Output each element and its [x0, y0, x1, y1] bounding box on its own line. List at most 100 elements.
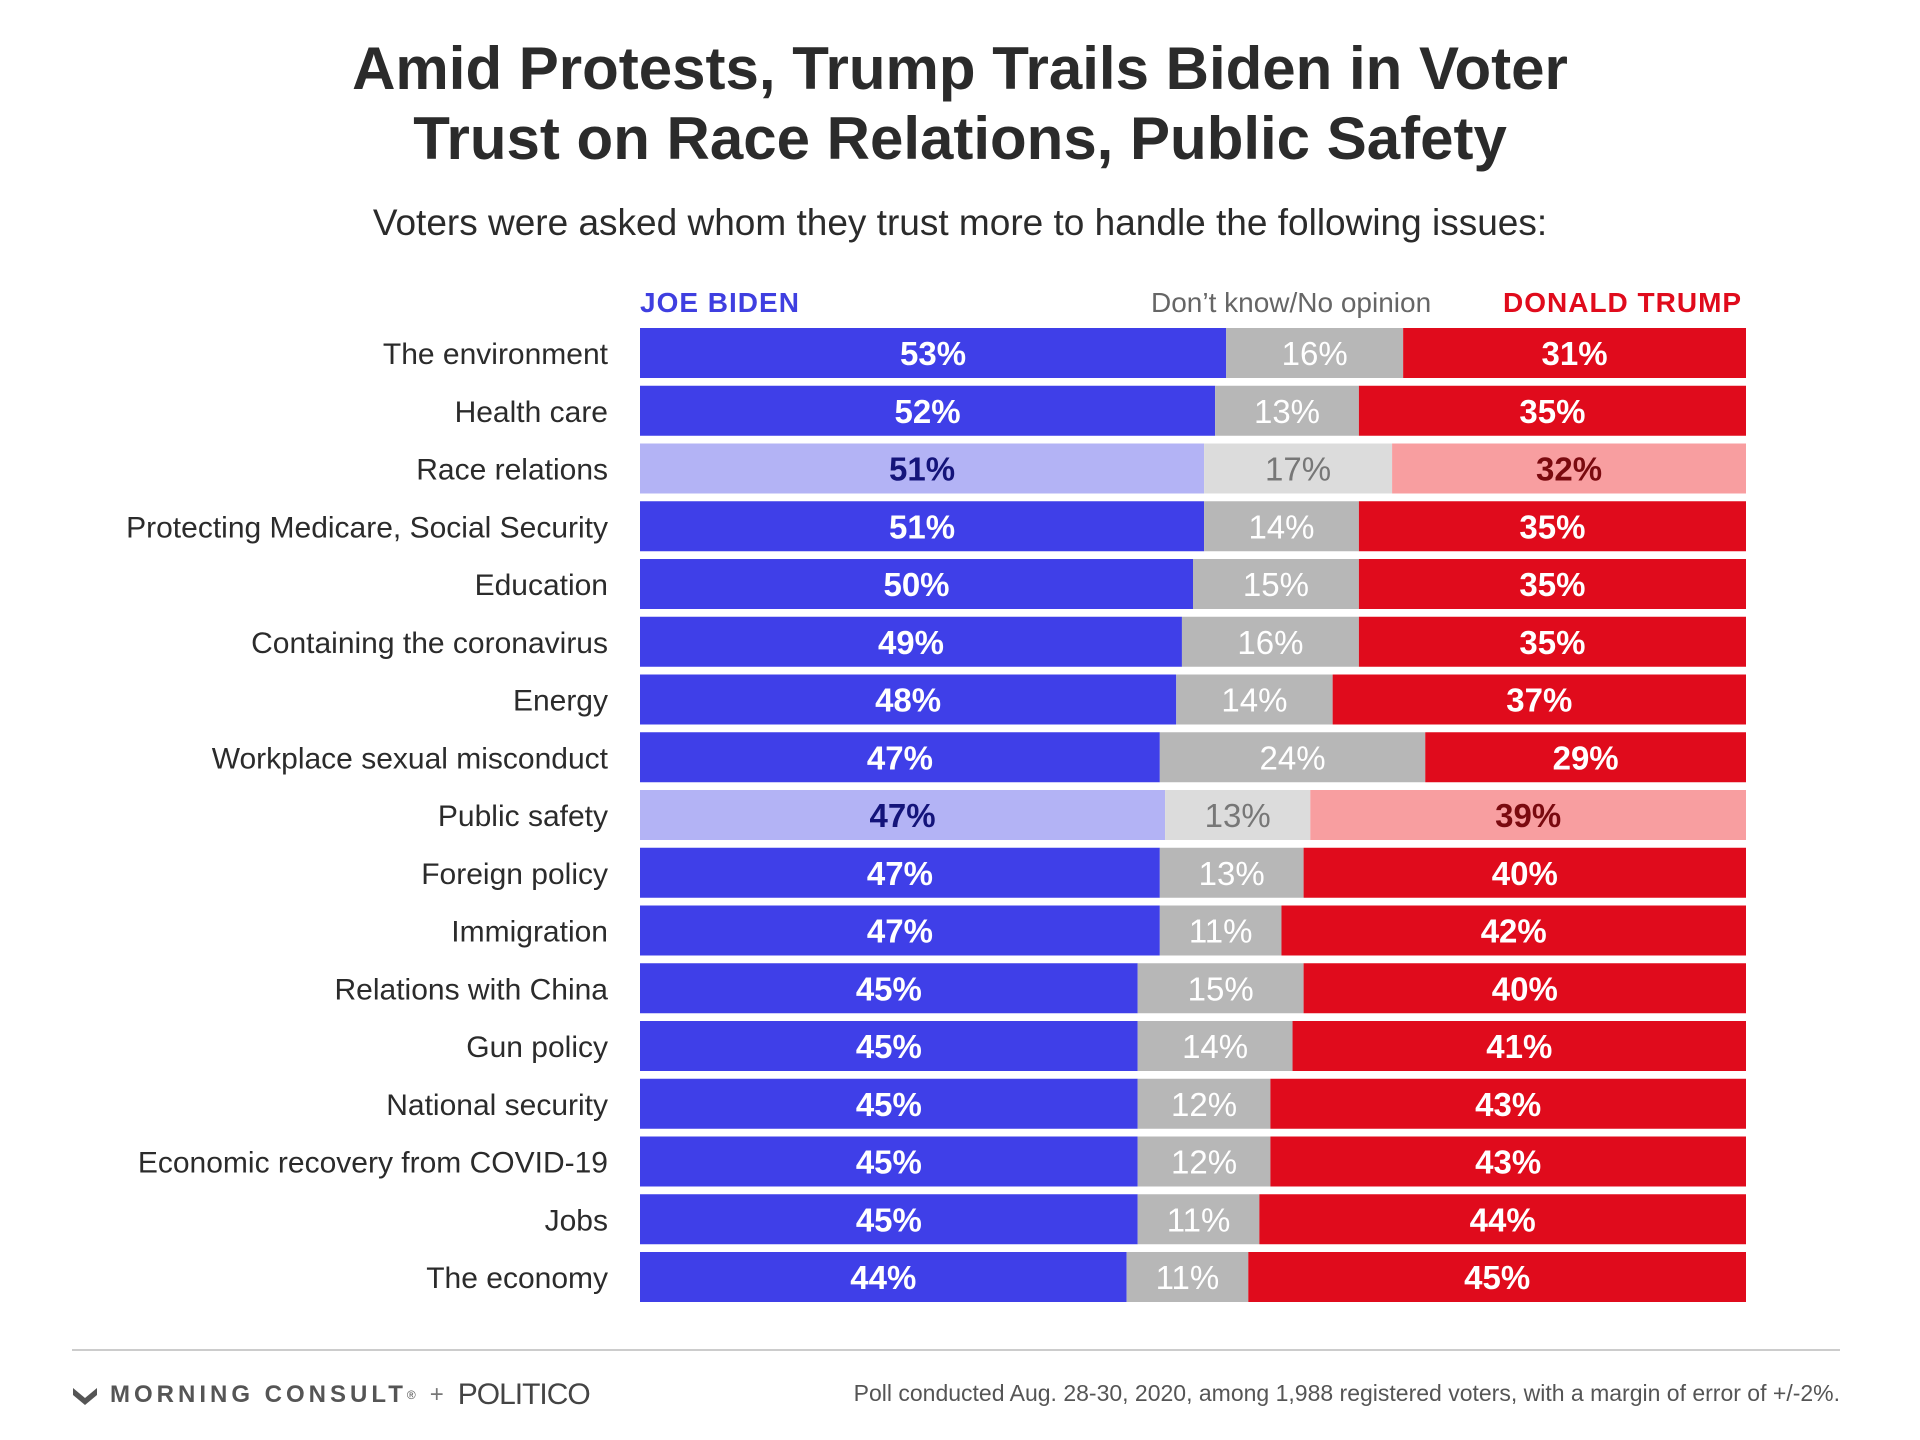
data-label-trump: 35%	[1519, 508, 1585, 545]
bar-segment-trump	[1392, 443, 1746, 494]
data-label-trump: 45%	[1464, 1259, 1530, 1296]
data-label-dont-know: 17%	[1265, 451, 1331, 488]
data-label-dont-know: 13%	[1254, 393, 1320, 430]
footer-brand: MORNING CONSULT ® + POLITICO	[72, 1378, 591, 1412]
data-label-trump: 42%	[1481, 913, 1547, 950]
chart-title-line-2: Trust on Race Relations, Public Safety	[413, 105, 1507, 172]
bar-segment-trump	[1358, 559, 1746, 609]
category-label: Protecting Medicare, Social Security	[126, 511, 608, 544]
bar-segment-biden	[640, 385, 1216, 436]
data-label-trump: 44%	[1470, 1201, 1536, 1238]
data-label-dont-know: 12%	[1171, 1144, 1237, 1181]
bar-row: Workplace sexual misconduct 47% 24% 29%	[212, 732, 1746, 783]
bar-segment-dont-know	[1181, 616, 1359, 667]
bar-segment-biden	[640, 732, 1160, 783]
chart-subtitle: Voters were asked whom they trust more t…	[372, 202, 1548, 243]
data-label-trump: 43%	[1475, 1144, 1541, 1181]
bar-row: Health care 52% 13% 35%	[455, 385, 1746, 436]
bar-segment-dont-know	[1204, 443, 1393, 494]
data-label-trump: 41%	[1486, 1028, 1552, 1065]
legend-biden: JOE BIDEN	[640, 287, 800, 318]
data-label-biden: 45%	[856, 1028, 922, 1065]
bar-segment-dont-know	[1193, 559, 1359, 609]
category-label: Health care	[455, 396, 608, 429]
data-label-trump: 35%	[1519, 393, 1585, 430]
data-label-trump: 40%	[1492, 970, 1558, 1007]
bar-row: The economy 44% 11% 45%	[426, 1252, 1746, 1302]
bar-segment-trump	[1259, 1194, 1746, 1245]
data-label-biden: 47%	[867, 913, 933, 950]
data-label-trump: 35%	[1519, 566, 1585, 603]
bar-segment-dont-know	[1137, 1021, 1293, 1071]
bar-row: Relations with China 45% 15% 40%	[335, 963, 1746, 1014]
bar-segment-dont-know	[1137, 963, 1304, 1014]
bar-segment-dont-know	[1137, 1136, 1271, 1187]
bar-row: Public safety 47% 13% 39%	[438, 790, 1746, 840]
bar-segment-trump	[1281, 905, 1746, 956]
data-label-biden: 51%	[889, 508, 955, 545]
data-label-trump: 43%	[1475, 1086, 1541, 1123]
data-label-biden: 47%	[870, 797, 936, 834]
chart-title: Amid Protests, Trump Trails Biden in Vot…	[0, 34, 1920, 174]
legend-trump: DONALD TRUMP	[1503, 287, 1743, 318]
bar-segment-biden	[640, 1021, 1138, 1071]
data-label-biden: 47%	[867, 855, 933, 892]
category-label: The environment	[383, 338, 609, 371]
category-label: Race relations	[416, 454, 608, 487]
bar-row: Protecting Medicare, Social Security 51% 1…	[126, 501, 1746, 552]
data-label-dont-know: 14%	[1221, 682, 1287, 719]
data-label-biden: 52%	[895, 393, 961, 430]
chart-title-line-1: Amid Protests, Trump Trails Biden in Vot…	[352, 35, 1568, 102]
bar-segment-trump	[1332, 674, 1746, 725]
category-label: Jobs	[545, 1204, 608, 1237]
bar-row: Energy 48% 14% 37%	[513, 674, 1746, 725]
bar-row: National security 45% 12% 43%	[386, 1078, 1746, 1129]
bar-segment-trump	[1270, 1136, 1746, 1187]
bar-segment-biden	[640, 1194, 1138, 1245]
data-label-dont-know: 24%	[1260, 739, 1326, 776]
category-label: Economic recovery from COVID-19	[138, 1147, 608, 1180]
bar-segment-trump	[1358, 616, 1746, 667]
bar-segment-trump	[1292, 1021, 1746, 1071]
data-label-trump: 35%	[1519, 624, 1585, 661]
bar-segment-dont-know	[1165, 790, 1311, 840]
bar-segment-dont-know	[1176, 674, 1333, 725]
data-label-trump: 32%	[1536, 451, 1602, 488]
bar-segment-biden	[640, 847, 1160, 898]
brand-plus: +	[429, 1381, 444, 1408]
data-label-biden: 45%	[856, 1086, 922, 1123]
bar-row: Immigration 47% 11% 42%	[451, 905, 1746, 956]
data-label-trump: 39%	[1495, 797, 1561, 834]
category-label: Energy	[513, 685, 608, 718]
footer-note: Poll conducted Aug. 28-30, 2020, among 1…	[853, 1380, 1840, 1406]
data-label-dont-know: 11%	[1156, 1259, 1220, 1296]
bar-segment-dont-know	[1204, 501, 1359, 552]
bar-segment-biden	[640, 963, 1138, 1014]
category-label: Gun policy	[466, 1031, 608, 1064]
bar-segment-biden	[640, 559, 1193, 609]
morning-consult-logo-icon	[73, 1388, 97, 1405]
bar-row: Education 50% 15% 35%	[475, 559, 1746, 609]
bar-row: Containing the coronavirus 49% 16% 35%	[251, 616, 1746, 667]
bar-segment-dont-know	[1215, 385, 1359, 436]
bar-segment-dont-know	[1159, 847, 1304, 898]
data-label-biden: 49%	[878, 624, 944, 661]
bar-segment-trump	[1425, 732, 1746, 783]
data-label-trump: 37%	[1506, 682, 1572, 719]
bar-segment-dont-know	[1137, 1078, 1271, 1129]
data-label-biden: 45%	[856, 970, 922, 1007]
data-label-dont-know: 15%	[1188, 970, 1254, 1007]
data-label-trump: 40%	[1492, 855, 1558, 892]
brand-politico: POLITICO	[457, 1378, 591, 1411]
data-label-dont-know: 15%	[1243, 566, 1309, 603]
bar-segment-trump	[1270, 1078, 1746, 1129]
bar-segment-trump	[1303, 847, 1746, 898]
bar-segment-dont-know	[1226, 328, 1404, 378]
legend-dont-know: Don’t know/No opinion	[1151, 287, 1432, 318]
category-label: The economy	[426, 1262, 608, 1295]
data-label-trump: 29%	[1553, 739, 1619, 776]
bar-segment-biden	[640, 501, 1205, 552]
bar-segment-trump	[1303, 963, 1746, 1014]
bar-segment-biden	[640, 905, 1160, 956]
bar-segment-biden	[640, 790, 1166, 840]
